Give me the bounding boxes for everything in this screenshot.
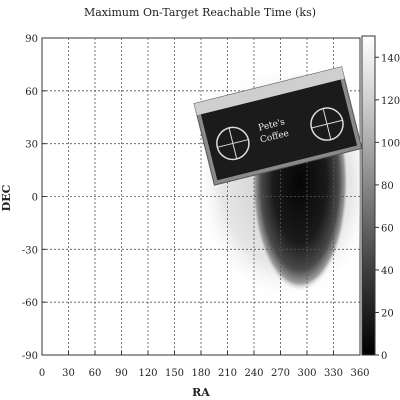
x-axis-label: RA xyxy=(192,386,210,399)
x-tick-label: 90 xyxy=(115,368,128,379)
y-tick-labels: 90 60 30 0 -30 -60 -90 xyxy=(22,34,38,362)
colorbar-tick-label: 140 xyxy=(381,53,400,64)
y-tick-label: 60 xyxy=(25,87,38,98)
x-tick-label: 0 xyxy=(39,368,45,379)
colorbar-tick-label: 80 xyxy=(381,181,394,192)
colorbar-tick-label: 100 xyxy=(381,138,400,149)
x-tick-label: 120 xyxy=(138,368,157,379)
x-tick-label: 30 xyxy=(62,368,75,379)
colorbar-tick-label: 20 xyxy=(381,308,394,319)
x-tick-label: 60 xyxy=(89,368,102,379)
x-tick-label: 180 xyxy=(191,368,210,379)
x-tick-label: 360 xyxy=(350,368,369,379)
colorbar-tick-label: 60 xyxy=(381,223,394,234)
x-tick-label: 150 xyxy=(165,368,184,379)
colorbar-tick-label: 120 xyxy=(381,96,400,107)
colorbar-tick-label: 40 xyxy=(381,266,394,277)
chart-title: Maximum On-Target Reachable Time (ks) xyxy=(84,6,316,19)
y-tick-label: 30 xyxy=(25,140,38,151)
x-tick-labels: 0 30 60 90 120 150 180 210 240 270 300 330 360 xyxy=(39,368,370,379)
colorbar xyxy=(361,35,376,356)
y-tick-label: -90 xyxy=(22,351,38,362)
y-tick-label: -30 xyxy=(22,245,38,256)
x-tick-label: 300 xyxy=(297,368,316,379)
x-tick-label: 210 xyxy=(218,368,237,379)
coffee-cup-photo: Pete's Coffee xyxy=(193,66,363,186)
y-tick-label: 0 xyxy=(32,193,38,204)
colorbar-tick-labels: 140 120 100 80 60 40 20 0 xyxy=(375,53,400,362)
x-tick-label: 270 xyxy=(271,368,290,379)
x-tick-label: 240 xyxy=(244,368,263,379)
y-tick-label: -60 xyxy=(22,298,38,309)
y-axis-label: DEC xyxy=(0,184,13,211)
colorbar-tick-label: 0 xyxy=(381,351,387,362)
y-tick-label: 90 xyxy=(25,34,38,45)
x-tick-label: 330 xyxy=(324,368,343,379)
